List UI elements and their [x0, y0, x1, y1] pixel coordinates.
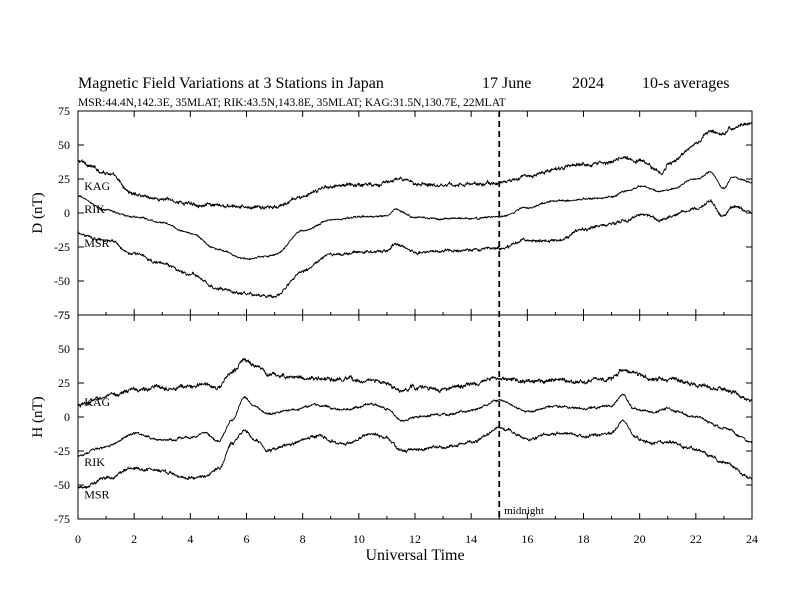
x-tick-label: 2 — [131, 532, 137, 546]
x-axis-label: Universal Time — [365, 547, 464, 564]
y-tick-label: -75 — [54, 308, 70, 322]
x-tick-label: 22 — [690, 532, 702, 546]
series-label-kag: KAG — [84, 179, 110, 193]
x-tick-label: 4 — [187, 532, 193, 546]
y-axis-label: H (nT) — [30, 396, 46, 437]
d-component-panel: 75 50 25 0 -25 -50 -75 D (nT) KAG RIK MSR — [30, 104, 753, 322]
x-tick-label: 8 — [300, 532, 306, 546]
chart-title: Magnetic Field Variations at 3 Stations … — [78, 75, 384, 92]
x-tick-label: 24 — [746, 532, 758, 546]
x-tick-label: 18 — [578, 532, 590, 546]
midnight-label: midnight — [504, 505, 544, 517]
y-tick-label: 0 — [64, 206, 70, 220]
series-kag-line — [77, 357, 753, 408]
y-tick-label: 0 — [64, 410, 70, 424]
y-tick-label: 50 — [58, 342, 70, 356]
chart-date: 17 June — [482, 75, 531, 92]
series-label-rik: RIK — [84, 202, 105, 216]
series-label-kag: KAG — [84, 395, 110, 409]
x-tick-label: 16 — [521, 532, 533, 546]
x-tick-label: 10 — [353, 532, 365, 546]
series-label-msr: MSR — [84, 236, 109, 250]
y-tick-label: -75 — [54, 512, 70, 526]
series-rik-line — [77, 393, 753, 457]
y-tick-label: 50 — [58, 138, 70, 152]
station-coordinates: MSR:44.4N,142.3E, 35MLAT; RIK:43.5N,143.… — [78, 97, 506, 109]
chart-year: 2024 — [572, 75, 604, 92]
series-msr-line — [77, 419, 753, 489]
y-tick-label: 75 — [58, 104, 70, 118]
y-tick-label: 75 — [58, 308, 70, 322]
y-tick-label: -50 — [54, 478, 70, 492]
chart-averaging: 10-s averages — [642, 75, 730, 92]
x-tick-label: 20 — [634, 532, 646, 546]
series-rik-line — [77, 170, 753, 260]
midnight-marker: midnight — [498, 111, 544, 519]
y-tick-label: -25 — [54, 240, 70, 254]
series-msr-line — [77, 199, 753, 299]
y-tick-label: 25 — [58, 172, 70, 186]
y-axis-label: D (nT) — [30, 192, 46, 233]
series-label-rik: RIK — [84, 455, 105, 469]
y-tick-label: -25 — [54, 444, 70, 458]
x-tick-label: 6 — [244, 532, 250, 546]
x-tick-label: 14 — [465, 532, 477, 546]
series-kag-line — [77, 121, 753, 210]
y-tick-label: -50 — [54, 274, 70, 288]
series-label-msr: MSR — [84, 488, 109, 502]
x-tick-label: 12 — [409, 532, 421, 546]
x-tick-label: 0 — [75, 532, 81, 546]
y-tick-label: 25 — [58, 376, 70, 390]
panel-frame — [77, 110, 753, 316]
